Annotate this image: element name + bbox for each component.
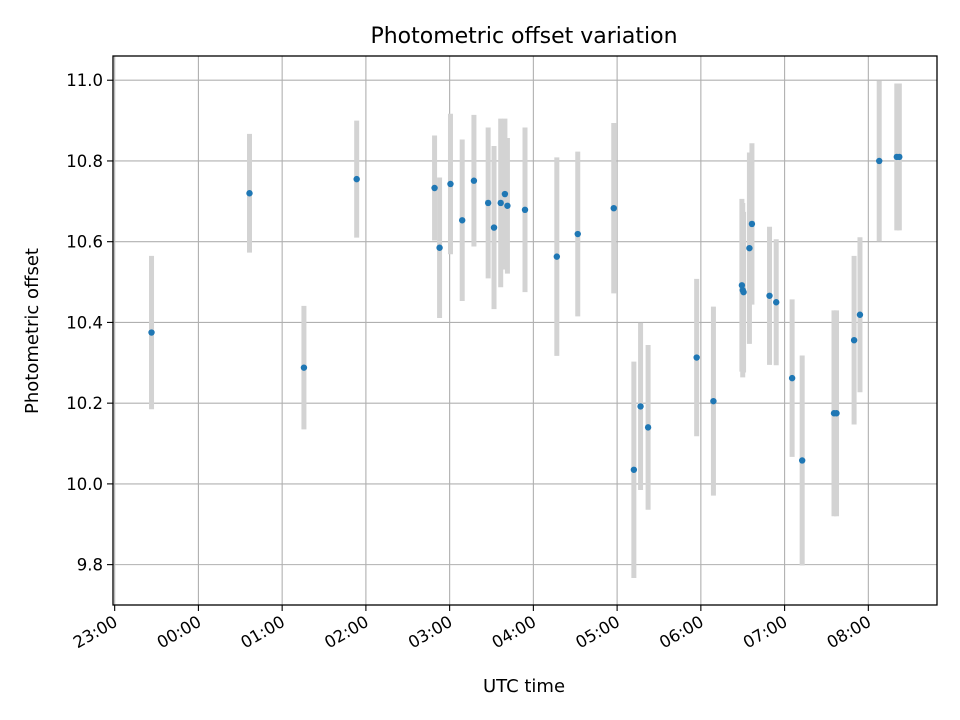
data-point — [746, 244, 753, 252]
data-point — [353, 175, 360, 183]
data-point — [766, 292, 773, 299]
data-point — [458, 217, 466, 224]
data-point — [738, 282, 746, 289]
y-tick-label: 10.8 — [66, 152, 103, 171]
data-point — [553, 253, 561, 260]
data-point — [436, 244, 443, 251]
y-tick-label: 9.8 — [77, 556, 103, 575]
data-point — [574, 230, 581, 238]
y-tick-label: 10.4 — [66, 313, 103, 332]
data-point — [798, 457, 806, 464]
chart-title: Photometric offset variation — [370, 24, 677, 49]
y-tick-label: 11.0 — [66, 71, 103, 90]
y-tick-label: 10.2 — [66, 394, 103, 413]
data-point — [630, 466, 638, 473]
data-point — [710, 397, 717, 405]
data-point — [896, 153, 903, 161]
data-point — [447, 180, 454, 188]
grid — [113, 56, 937, 605]
data-point — [431, 184, 438, 192]
data-point — [773, 299, 780, 306]
data-point — [637, 403, 644, 410]
data-point — [246, 190, 253, 197]
data-point — [521, 206, 529, 214]
data-point — [833, 410, 840, 417]
data-point — [644, 424, 652, 431]
data-point — [490, 224, 498, 231]
data-point — [856, 311, 864, 318]
data-point — [748, 220, 756, 228]
x-axis-label: UTC time — [483, 676, 565, 697]
data-point — [470, 177, 478, 184]
data-point — [610, 204, 617, 212]
data-point — [484, 199, 492, 207]
data-point — [300, 364, 308, 371]
data-point — [693, 354, 700, 361]
data-point — [876, 157, 883, 165]
y-axis-ticks: 9.8 10.0 10.2 10.4 10.6 10.8 11.0 — [66, 71, 113, 575]
data-points — [148, 153, 903, 473]
data-point — [740, 288, 747, 296]
plot-frame — [112, 55, 938, 606]
data-point — [504, 202, 511, 209]
data-point — [497, 199, 504, 207]
data-point — [148, 329, 155, 336]
y-tick-label: 10.0 — [66, 475, 103, 494]
data-point — [850, 336, 858, 344]
data-point — [788, 374, 796, 382]
data-point — [501, 190, 509, 198]
y-axis-label: Photometric offset — [22, 248, 43, 414]
y-tick-label: 10.6 — [66, 233, 103, 252]
